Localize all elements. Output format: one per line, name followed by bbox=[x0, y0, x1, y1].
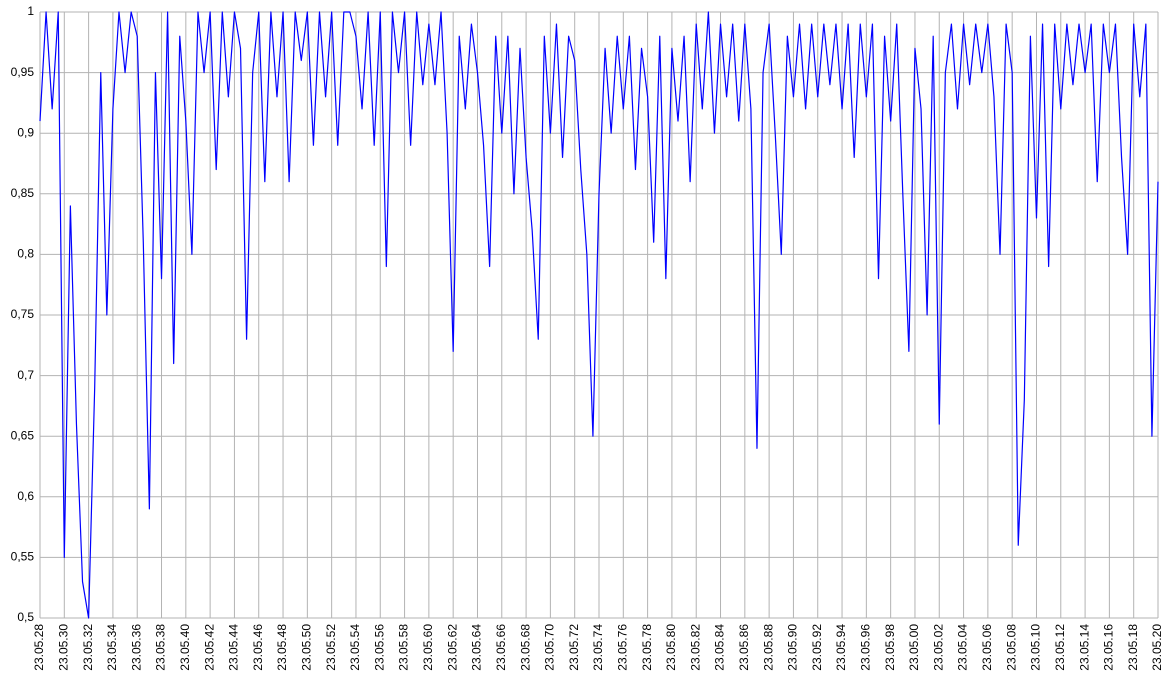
y-tick-label: 1 bbox=[27, 4, 34, 18]
x-tick-label: 23.05.70 bbox=[543, 624, 557, 671]
x-tick-label: 23.05.90 bbox=[786, 624, 800, 671]
x-tick-label: 23.05.16 bbox=[1102, 624, 1116, 671]
x-tick-label: 23.05.74 bbox=[591, 624, 605, 671]
x-tick-label: 23.05.86 bbox=[737, 624, 751, 671]
x-tick-label: 23.05.56 bbox=[372, 624, 386, 671]
x-tick-label: 23.05.66 bbox=[494, 624, 508, 671]
x-tick-label: 23.05.80 bbox=[664, 624, 678, 671]
x-tick-label: 23.05.44 bbox=[227, 624, 241, 671]
x-tick-label: 23.05.84 bbox=[713, 624, 727, 671]
x-tick-label: 23.05.06 bbox=[980, 624, 994, 671]
y-tick-label: 0,55 bbox=[11, 550, 35, 564]
x-tick-label: 23.05.96 bbox=[859, 624, 873, 671]
x-tick-label: 23.05.58 bbox=[397, 624, 411, 671]
x-tick-label: 23.05.78 bbox=[640, 624, 654, 671]
x-tick-label: 23.05.54 bbox=[348, 624, 362, 671]
x-tick-label: 23.05.20 bbox=[1150, 624, 1164, 671]
x-tick-label: 23.05.02 bbox=[931, 624, 945, 671]
y-tick-label: 0,5 bbox=[17, 610, 34, 624]
x-tick-label: 23.05.94 bbox=[834, 624, 848, 671]
x-tick-label: 23.05.68 bbox=[518, 624, 532, 671]
x-tick-label: 23.05.18 bbox=[1126, 624, 1140, 671]
x-tick-label: 23.05.04 bbox=[956, 624, 970, 671]
x-tick-label: 23.05.40 bbox=[178, 624, 192, 671]
x-tick-label: 23.05.72 bbox=[567, 624, 581, 671]
y-tick-label: 0,8 bbox=[17, 247, 34, 261]
x-tick-label: 23.05.12 bbox=[1053, 624, 1067, 671]
x-tick-label: 23.05.30 bbox=[56, 624, 70, 671]
x-tick-label: 23.05.52 bbox=[324, 624, 338, 671]
x-tick-label: 23.05.88 bbox=[761, 624, 775, 671]
x-tick-label: 23.05.28 bbox=[32, 624, 46, 671]
x-tick-label: 23.05.10 bbox=[1029, 624, 1043, 671]
x-tick-label: 23.05.38 bbox=[154, 624, 168, 671]
y-tick-label: 0,95 bbox=[11, 65, 35, 79]
y-tick-label: 0,85 bbox=[11, 186, 35, 200]
x-tick-label: 23.05.36 bbox=[129, 624, 143, 671]
x-tick-label: 23.05.60 bbox=[421, 624, 435, 671]
x-tick-label: 23.05.00 bbox=[907, 624, 921, 671]
x-tick-label: 23.05.34 bbox=[105, 624, 119, 671]
x-tick-label: 23.05.82 bbox=[688, 624, 702, 671]
x-tick-label: 23.05.46 bbox=[251, 624, 265, 671]
x-tick-label: 23.05.98 bbox=[883, 624, 897, 671]
y-tick-label: 0,65 bbox=[11, 428, 35, 442]
y-tick-label: 0,6 bbox=[17, 489, 34, 503]
x-tick-label: 23.05.92 bbox=[810, 624, 824, 671]
x-tick-label: 23.05.42 bbox=[202, 624, 216, 671]
x-tick-label: 23.05.76 bbox=[615, 624, 629, 671]
x-tick-label: 23.05.14 bbox=[1077, 624, 1091, 671]
x-tick-label: 23.05.64 bbox=[470, 624, 484, 671]
x-tick-label: 23.05.50 bbox=[300, 624, 314, 671]
x-tick-label: 23.05.62 bbox=[445, 624, 459, 671]
y-tick-label: 0,9 bbox=[17, 125, 34, 139]
x-tick-label: 23.05.32 bbox=[81, 624, 95, 671]
y-tick-label: 0,7 bbox=[17, 368, 34, 382]
x-tick-label: 23.05.08 bbox=[1004, 624, 1018, 671]
data-line bbox=[39, 11, 1159, 619]
x-tick-label: 23.05.48 bbox=[275, 624, 289, 671]
y-tick-label: 0,75 bbox=[11, 307, 35, 321]
